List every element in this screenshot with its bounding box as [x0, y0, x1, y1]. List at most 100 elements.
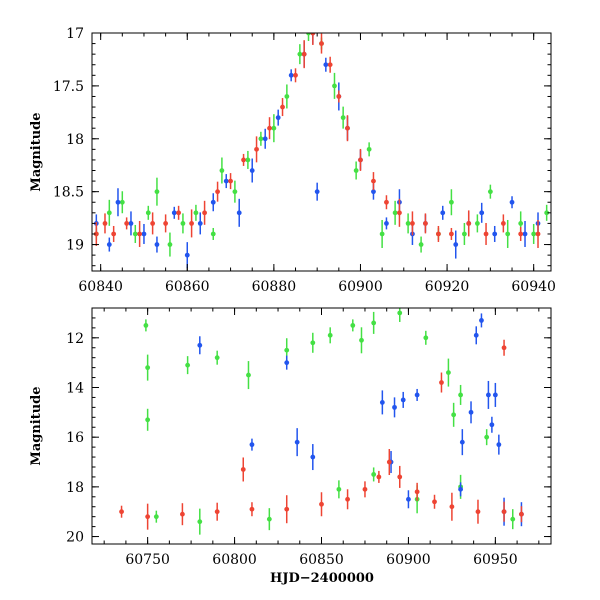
y-tick-label: 17	[66, 26, 84, 42]
data-point-green	[505, 231, 511, 237]
y-tick-label: 20	[66, 530, 84, 546]
data-point-red	[345, 125, 350, 131]
data-point-blue	[141, 231, 147, 237]
data-point-red	[535, 231, 541, 237]
data-point-blue	[236, 210, 242, 216]
bottom-panel: 60750 60800 60850 60900 60950 12 14 16 18 20 Magn…	[29, 307, 552, 586]
x-tick-label: 60850	[299, 552, 344, 568]
data-point-blue	[468, 409, 474, 415]
bottom-panel-ticks: 60750 60800 60850 60900 60950 12 14 16 18 20	[66, 307, 551, 568]
data-point-red	[371, 178, 376, 184]
data-point-blue	[249, 442, 255, 448]
data-point-red	[319, 41, 324, 46]
data-point-green	[310, 340, 316, 346]
data-point-red	[327, 62, 333, 68]
bottom-panel-xlabel: HJD−2400000	[270, 571, 374, 586]
data-point-blue	[171, 210, 177, 216]
y-tick-label: 18.5	[53, 185, 84, 201]
data-point-red	[111, 231, 117, 237]
data-point-green	[405, 221, 411, 226]
data-point-red	[280, 104, 285, 110]
x-tick-label: 60950	[473, 552, 518, 568]
data-point-green	[197, 519, 203, 525]
y-tick-label: 18	[66, 480, 84, 496]
data-point-red	[449, 231, 454, 237]
data-point-blue	[223, 178, 229, 184]
data-point-blue	[210, 199, 216, 205]
data-point-green	[531, 231, 537, 237]
data-point-blue	[371, 189, 376, 195]
data-point-red	[137, 231, 143, 237]
data-point-green	[193, 210, 199, 216]
data-point-blue	[486, 392, 491, 398]
data-point-green	[306, 33, 311, 36]
top-panel-marks	[93, 33, 550, 269]
data-point-blue	[496, 442, 502, 448]
data-point-red	[436, 231, 441, 237]
data-point-green	[418, 242, 424, 247]
data-point-green	[336, 486, 342, 492]
data-point-red	[163, 221, 169, 226]
data-point-red	[214, 509, 220, 515]
data-point-green	[145, 417, 151, 423]
x-tick-label: 60900	[338, 279, 383, 295]
data-point-blue	[414, 392, 420, 398]
data-point-green	[271, 125, 277, 131]
data-point-blue	[249, 168, 255, 173]
data-point-blue	[314, 189, 320, 195]
data-point-green	[106, 210, 112, 216]
data-point-red	[102, 221, 108, 226]
bottom-panel-marks	[119, 308, 524, 535]
data-point-red	[119, 509, 124, 515]
x-tick-label: 60900	[386, 552, 431, 568]
data-point-green	[487, 189, 493, 195]
data-point-green	[185, 362, 191, 368]
data-point-red	[93, 231, 99, 237]
y-tick-label: 16	[66, 430, 84, 446]
x-tick-label: 60750	[125, 552, 170, 568]
data-point-red	[254, 146, 259, 152]
data-point-green	[371, 472, 377, 477]
data-point-red	[180, 511, 185, 517]
data-point-red	[501, 345, 507, 351]
top-panel-ticks: 60840 60860 60880 60900 60920 60940 17 17.5 18 18…	[53, 26, 556, 295]
data-point-red	[240, 467, 246, 472]
data-point-green	[232, 189, 238, 195]
data-point-red	[345, 496, 350, 502]
data-point-blue	[128, 221, 134, 226]
data-point-red	[228, 178, 233, 184]
data-point-blue	[323, 62, 329, 68]
data-point-blue	[479, 318, 484, 323]
x-tick-label: 60860	[165, 279, 210, 295]
data-point-green	[284, 94, 290, 99]
data-point-green	[449, 199, 454, 205]
data-point-red	[293, 72, 298, 78]
data-point-green	[350, 322, 356, 328]
data-point-green	[167, 242, 173, 247]
data-point-green	[180, 221, 186, 226]
data-point-green	[484, 434, 490, 440]
data-point-red	[176, 210, 182, 216]
data-point-red	[483, 231, 489, 237]
data-point-green	[153, 514, 159, 520]
data-point-red	[397, 474, 403, 480]
data-point-red	[518, 231, 524, 237]
data-point-red	[284, 506, 290, 512]
data-point-red	[202, 210, 207, 216]
data-point-green	[446, 370, 451, 375]
data-point-red	[376, 474, 382, 480]
data-point-red	[432, 499, 437, 505]
top-panel-frame	[91, 32, 552, 272]
y-tick-label: 18	[66, 132, 84, 148]
top-panel-ylabel: Magnitude	[29, 112, 44, 191]
data-point-red	[500, 221, 506, 226]
y-tick-label: 17.5	[53, 79, 84, 95]
data-point-blue	[392, 404, 397, 410]
data-point-red	[439, 380, 444, 385]
data-point-green	[258, 136, 264, 142]
bottom-panel-ylabel: Magnitude	[29, 386, 44, 465]
data-point-blue	[492, 231, 498, 237]
data-point-red	[466, 221, 472, 226]
data-point-red	[475, 509, 481, 515]
